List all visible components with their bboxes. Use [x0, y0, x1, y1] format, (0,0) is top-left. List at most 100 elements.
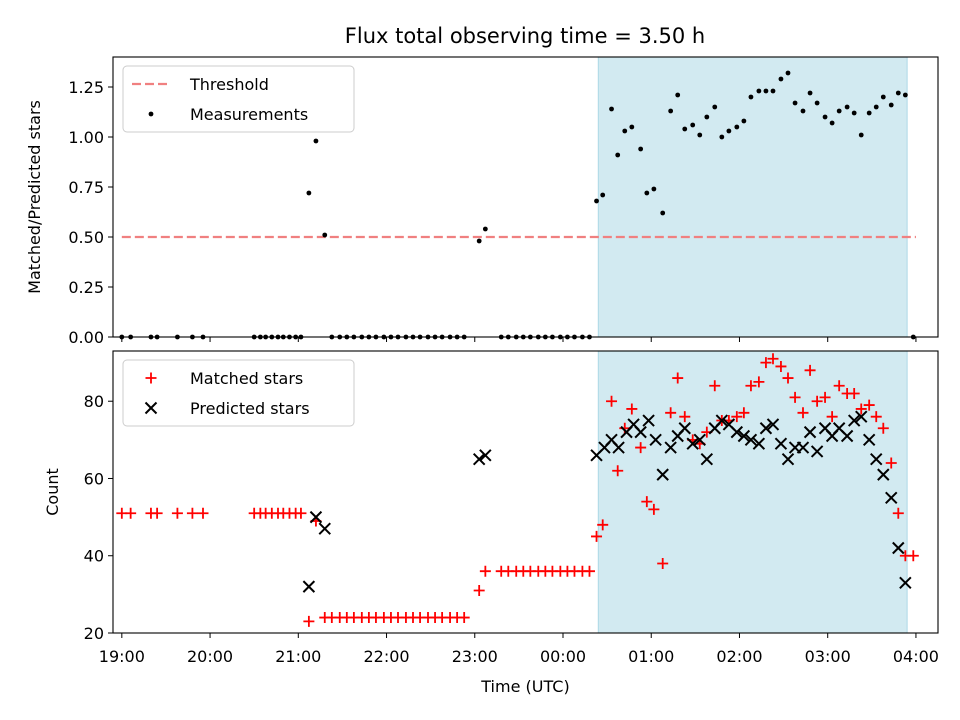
matched-star-point: [679, 411, 691, 423]
measurement-point: [712, 104, 718, 110]
matched-star-point: [731, 411, 743, 423]
matched-star-point: [745, 380, 757, 392]
matched-star-point: [811, 395, 823, 407]
measurement-point: [609, 106, 614, 112]
matched-star-point: [458, 612, 470, 624]
measurement-point: [873, 104, 879, 110]
observing-window-shade: [597, 56, 908, 338]
measurement-point: [778, 76, 784, 82]
predicted-star-point: [885, 491, 898, 505]
measurement-point: [675, 92, 681, 98]
matched-star-point: [833, 380, 845, 392]
matched-star-point: [479, 565, 491, 577]
measurement-point: [651, 186, 657, 192]
measurement-point: [322, 232, 328, 238]
predicted-star-point: [642, 414, 655, 427]
y-tick-label: 0.50: [68, 228, 104, 247]
matched-star-point: [892, 507, 904, 519]
y-axis-label: Count: [43, 468, 62, 516]
matched-star-point: [597, 519, 609, 531]
matched-star-point: [635, 442, 647, 454]
legend-predicted-swatch: [144, 401, 158, 415]
predicted-star-point: [803, 425, 817, 439]
matched-star-point: [473, 585, 485, 597]
measurement-point: [763, 88, 769, 94]
matched-star-point: [819, 391, 831, 403]
measurement-point: [866, 110, 872, 116]
measurement-point: [482, 226, 488, 232]
measurement-point: [895, 90, 901, 96]
y-tick-label: 1.25: [68, 78, 104, 97]
predicted-star-point: [664, 441, 677, 454]
measurement-point: [880, 94, 886, 100]
predicted-star-point: [759, 422, 773, 435]
legend-label: Matched stars: [190, 369, 303, 388]
matched-star-point: [775, 360, 787, 372]
matched-star-point: [626, 403, 638, 415]
measurement-point: [600, 192, 606, 198]
matched-star-point: [826, 411, 838, 423]
predicted-star-point: [634, 425, 647, 439]
matched-star-point: [672, 372, 684, 384]
legend-box: [122, 65, 355, 133]
matched-star-point: [295, 507, 307, 519]
predicted-star-point: [892, 541, 905, 555]
y-tick-label: 0.00: [68, 328, 104, 347]
y-tick-label: 20: [84, 624, 104, 643]
legend-label: Measurements: [190, 105, 308, 124]
chart-title: Flux total observing time = 3.50 h: [345, 24, 705, 48]
matched-star-point: [767, 353, 779, 365]
x-tick-label: 02:00: [716, 647, 762, 666]
measurement-point: [807, 90, 813, 96]
measurement-point: [770, 88, 776, 94]
predicted-star-point: [744, 433, 758, 447]
measurement-point: [822, 114, 828, 120]
predicted-star-point: [796, 441, 810, 454]
matched-star-point: [738, 407, 750, 419]
predicted-star-point: [472, 452, 486, 466]
matched-star-point: [797, 407, 809, 419]
y-tick-label: 1.00: [68, 128, 104, 147]
y-tick-label: 0.25: [68, 278, 104, 297]
matched-star-point: [657, 557, 669, 569]
observing-window-shade: [597, 350, 908, 634]
matched-star-point: [583, 565, 595, 577]
predicted-star-point: [774, 437, 788, 450]
measurement-point: [851, 110, 857, 116]
predicted-star-point: [649, 433, 662, 447]
matched-star-point: [863, 399, 875, 411]
predicted-star-point: [302, 580, 316, 593]
measurement-point: [785, 70, 791, 76]
matched-star-point: [753, 376, 765, 388]
axes-frame: [112, 56, 939, 338]
measurement-point: [668, 108, 674, 114]
y-tick-label: 60: [84, 469, 104, 488]
matched-star-point: [782, 372, 794, 384]
measurement-point: [902, 92, 908, 98]
x-tick-label: 21:00: [275, 647, 321, 666]
predicted-star-point: [678, 422, 691, 435]
predicted-star-point: [686, 437, 699, 450]
x-tick-label: 01:00: [628, 647, 674, 666]
matched-star-point: [804, 364, 816, 376]
measurement-point: [682, 126, 688, 132]
measurement-point: [704, 114, 710, 120]
y-tick-label: 80: [84, 392, 104, 411]
legend-label: Predicted stars: [190, 399, 310, 418]
measurement-point: [792, 100, 798, 106]
predicted-star-point: [899, 576, 912, 589]
matched-star-point: [171, 507, 183, 519]
matched-star-point: [848, 387, 860, 399]
measurement-point: [690, 122, 696, 128]
measurement-point: [660, 210, 666, 216]
predicted-star-point: [737, 429, 751, 443]
measurement-point: [629, 124, 635, 130]
matched-star-point: [641, 496, 653, 508]
measurement-point: [748, 94, 754, 100]
predicted-star-point: [877, 468, 890, 481]
matched-star-point: [877, 422, 889, 434]
predicted-star-point: [479, 449, 492, 462]
x-tick-label: 20:00: [187, 647, 233, 666]
predicted-star-point: [612, 441, 625, 454]
predicted-star-point: [870, 452, 883, 466]
